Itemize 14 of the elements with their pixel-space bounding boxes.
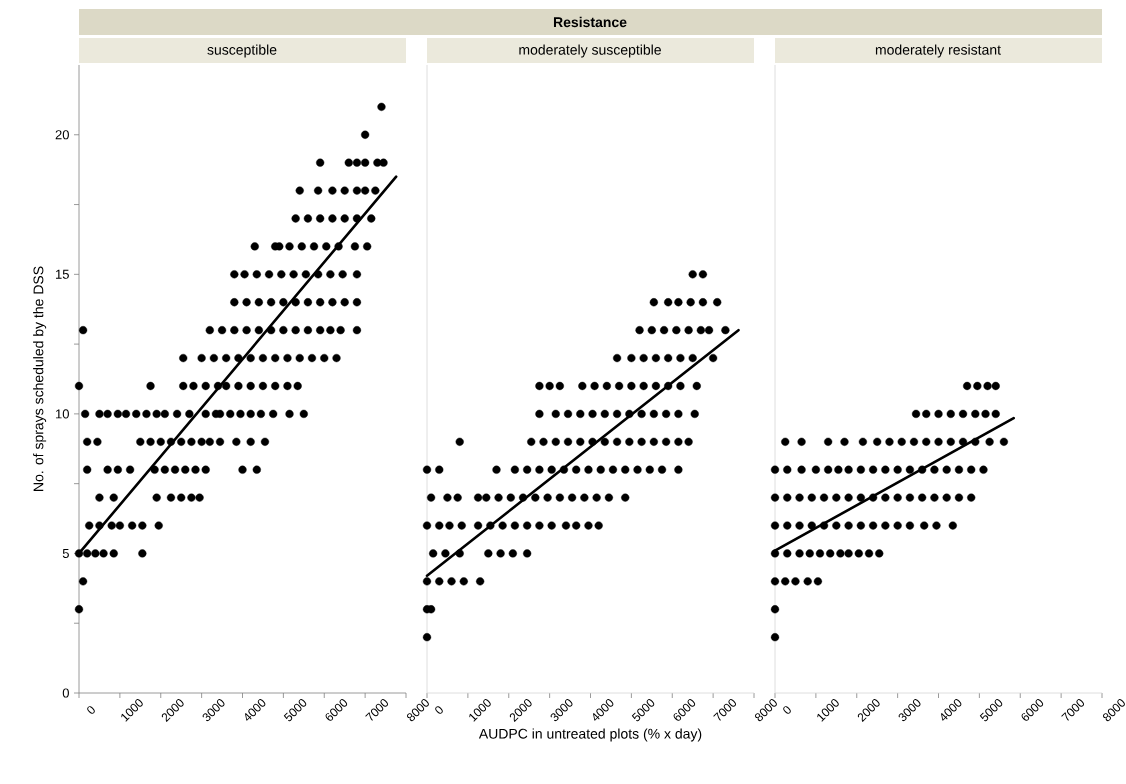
chart-subtitle: susceptible	[207, 44, 277, 58]
chart-subtitle: moderately resistant	[875, 44, 1001, 58]
y-tick-label: 10	[55, 409, 69, 419]
x-axis-title: AUDPC in untreated plots (% x day)	[478, 728, 702, 742]
x-tick-label: 0	[783, 706, 791, 714]
x-tick-label: 0	[435, 706, 443, 714]
y-tick-label: 20	[55, 130, 69, 140]
chart-title: Resistance	[553, 16, 627, 28]
chart-subtitle: moderately susceptible	[519, 44, 661, 58]
y-axis-title: No. of sprays scheduled by the DSS	[33, 266, 47, 491]
x-tick-label: 0	[87, 706, 95, 714]
y-tick-label: 0	[62, 688, 69, 698]
y-tick-label: 5	[62, 548, 69, 558]
y-tick-label: 15	[55, 269, 69, 279]
